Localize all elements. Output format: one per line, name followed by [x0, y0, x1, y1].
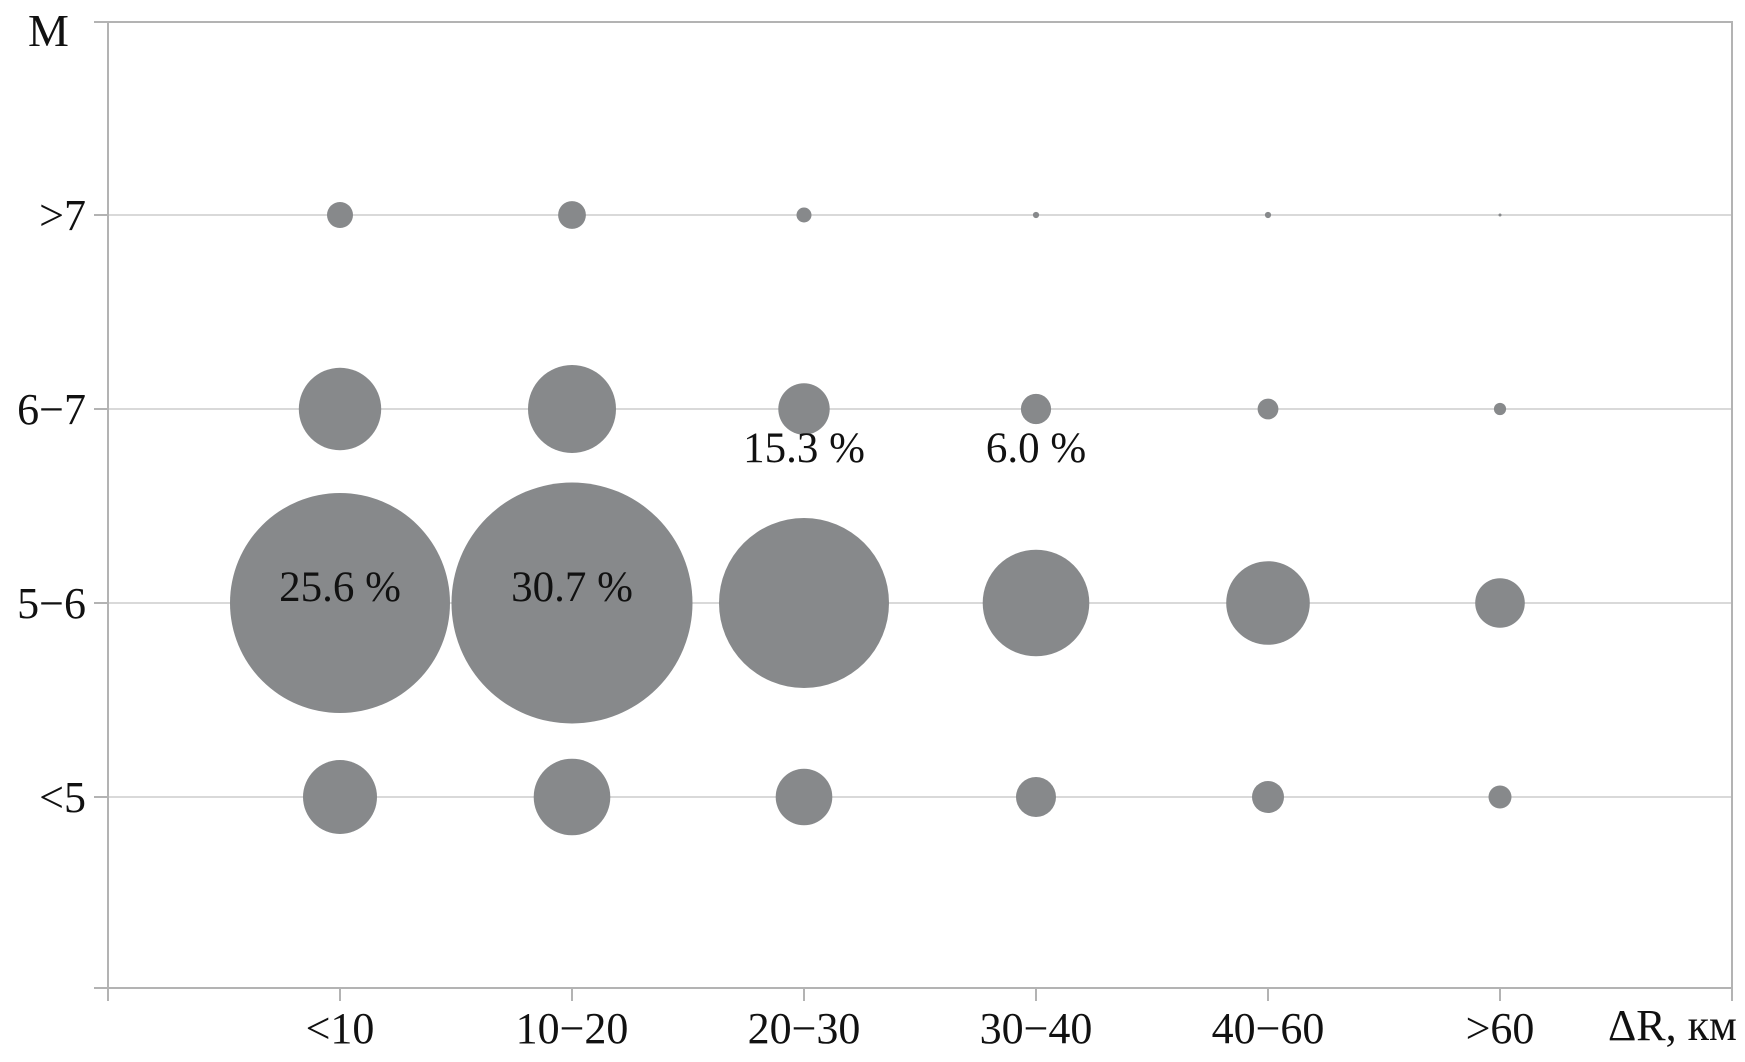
bubble-M<5-R30−40 — [1016, 777, 1056, 817]
bubble-label-3: 6.0 % — [986, 425, 1086, 472]
bubble-M<5-R>60 — [1488, 785, 1512, 809]
y-axis-title: M — [28, 5, 69, 56]
y-axis-label-3: <5 — [39, 773, 86, 822]
x-axis-label-4: 40−60 — [1212, 1004, 1325, 1053]
bubble-M>7-R>60 — [1498, 213, 1502, 217]
bubble-M5−6-R10−20 — [451, 482, 693, 724]
bubble-M6−7-R30−40 — [1020, 393, 1052, 425]
bubble-M>7-R40−60 — [1264, 211, 1272, 219]
bubble-M6−7-R40−60 — [1257, 398, 1279, 420]
x-axis-label-2: 20−30 — [748, 1004, 861, 1053]
y-axis-label-1: 6−7 — [17, 385, 86, 434]
bubble-M>7-R20−30 — [796, 207, 812, 223]
bubble-M<5-R40−60 — [1252, 781, 1284, 813]
bubble-M6−7-R>60 — [1493, 402, 1507, 416]
bubble-M<5-R10−20 — [533, 758, 611, 836]
bubble-label-1: 30.7 % — [511, 564, 633, 611]
x-axis-title: ΔR, км — [1608, 1001, 1737, 1050]
bubble-label-2: 15.3 % — [743, 425, 865, 472]
bubble-M6−7-R<10 — [298, 367, 382, 451]
bubble-M<5-R<10 — [303, 760, 377, 834]
bubble-M>7-R10−20 — [558, 201, 586, 229]
bubble-M6−7-R10−20 — [528, 365, 616, 453]
bubble-M5−6-R30−40 — [982, 549, 1090, 657]
x-axis-label-5: >60 — [1466, 1004, 1535, 1053]
bubble-M>7-R<10 — [327, 202, 353, 228]
bubble-M5−6-R40−60 — [1226, 561, 1310, 645]
x-axis-label-3: 30−40 — [980, 1004, 1093, 1053]
x-axis-label-1: 10−20 — [516, 1004, 629, 1053]
bubble-M5−6-R>60 — [1475, 578, 1525, 628]
y-axis-label-2: 5−6 — [17, 579, 86, 628]
bubble-label-0: 25.6 % — [279, 564, 401, 611]
bubble-M<5-R20−30 — [775, 768, 833, 826]
bubble-M5−6-R<10 — [230, 493, 450, 713]
plot-border — [107, 21, 1733, 989]
x-axis-label-0: <10 — [306, 1004, 375, 1053]
bubble-M>7-R30−40 — [1032, 211, 1040, 219]
bubble-M6−7-R20−30 — [778, 383, 830, 435]
y-axis-label-0: >7 — [39, 191, 86, 240]
bubble-M5−6-R20−30 — [719, 518, 889, 688]
